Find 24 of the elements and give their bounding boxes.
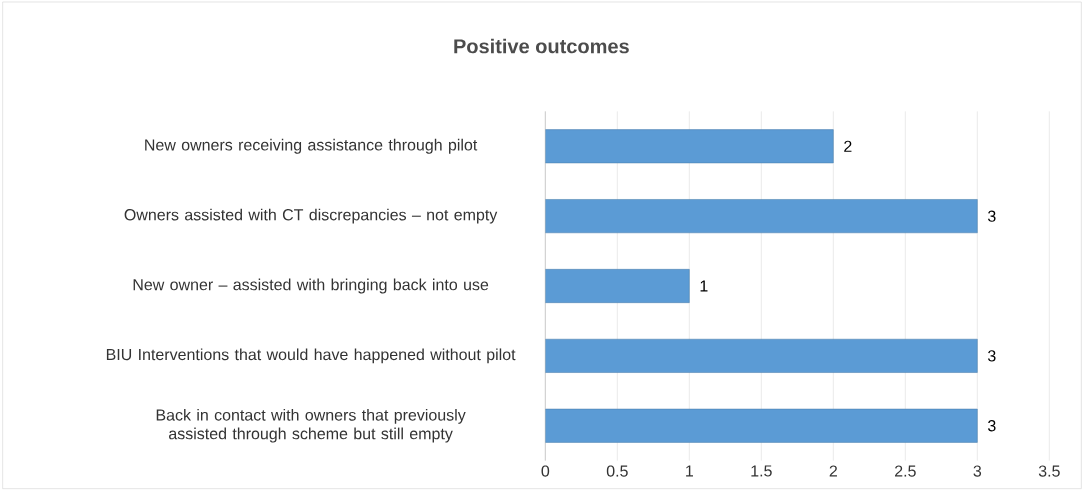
x-tick-label: 1.5 (751, 465, 772, 477)
data-label: 1 (700, 280, 708, 292)
chart-title: Positive outcomes (454, 38, 629, 54)
x-tick-label: 1 (686, 465, 693, 477)
bar (545, 269, 690, 303)
x-tick-label: 3 (973, 465, 982, 477)
bar (545, 199, 978, 234)
bar (545, 129, 834, 164)
data-label: 3 (987, 420, 996, 432)
bar (545, 408, 978, 443)
y-tick-label: Back in contact with owners that previously assisted through scheme but still empty (156, 408, 466, 443)
x-tick-label: 2 (829, 465, 837, 477)
bar (545, 338, 978, 373)
data-label: 2 (844, 140, 852, 152)
x-tick-label: 2.5 (895, 465, 916, 477)
y-tick-label: New owner – assisted with bringing back into use (133, 278, 489, 294)
x-tick-label: 0.5 (606, 465, 628, 477)
data-label: 3 (987, 210, 996, 222)
x-tick-label: 3.5 (1038, 465, 1060, 477)
y-tick-label: BIU Interventions that would have happened without pilot (106, 348, 516, 364)
x-tick-label: 0 (541, 465, 550, 477)
data-label: 3 (987, 350, 996, 362)
y-tick-label: Owners assisted with CT discrepancies – not empty (124, 208, 498, 224)
y-tick-label: New owners receiving assistance through pilot (145, 138, 478, 154)
